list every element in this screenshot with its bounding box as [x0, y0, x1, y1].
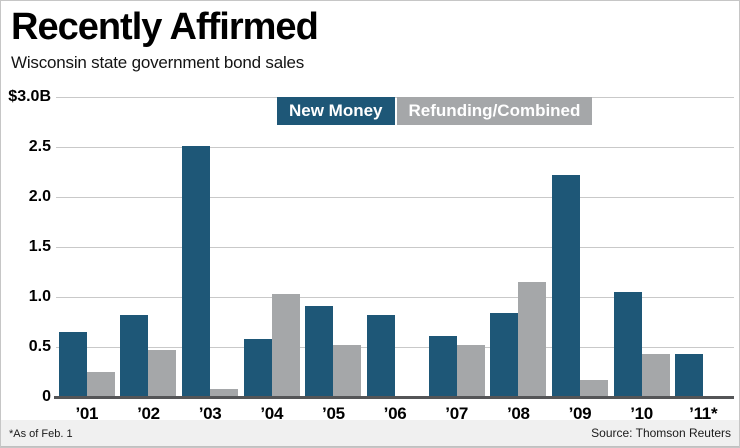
x-tick-label: ’07 — [445, 404, 469, 423]
x-tick-label: ’05 — [322, 404, 345, 423]
gridline — [56, 146, 734, 148]
bar-group — [487, 282, 549, 397]
bar-group — [241, 294, 303, 397]
refunding-combined-bar — [641, 354, 670, 397]
gridline — [56, 296, 734, 298]
new-money-bar — [58, 332, 87, 397]
x-tick-label: ’04 — [260, 404, 284, 423]
chart-header: Recently Affirmed Wisconsin state govern… — [11, 3, 319, 73]
x-axis-line — [54, 396, 734, 399]
new-money-bar — [428, 336, 457, 397]
bar-group — [303, 306, 365, 397]
x-tick-label: ’06 — [383, 404, 407, 423]
new-money-bar — [490, 313, 519, 397]
y-tick-label: $3.0B — [8, 88, 51, 105]
refunding-combined-bar — [271, 294, 300, 397]
footnote: *As of Feb. 1 — [9, 428, 73, 440]
bar-group — [179, 146, 241, 397]
refunding-combined-bar — [148, 350, 177, 397]
refunding-combined-bar — [210, 389, 239, 397]
y-tick-label: 1.0 — [28, 288, 51, 305]
chart-subtitle: Wisconsin state government bond sales — [11, 53, 305, 72]
refunding-combined-bar — [456, 345, 485, 397]
x-axis-labels: ’01 ’02 ’03 ’04 ’05 ’06 ’07 ’08 ’09 ’10 ’11* — [56, 400, 734, 424]
gridline — [56, 196, 734, 198]
new-money-bar — [367, 315, 396, 397]
y-tick-label: 1.5 — [28, 238, 51, 255]
source-credit: Source: Thomson Reuters — [591, 426, 731, 440]
x-tick-label: ’08 — [506, 404, 530, 423]
x-tick-label: ’09 — [568, 404, 592, 423]
x-tick-label: ’01 — [75, 404, 99, 423]
y-tick-label: 2.5 — [28, 138, 51, 155]
y-tick-label: 2.0 — [28, 188, 51, 205]
page-title: Recently Affirmed — [11, 6, 319, 48]
refunding-combined-bar — [333, 345, 362, 397]
y-tick-label: 0 — [42, 388, 51, 405]
x-tick-label: ’03 — [198, 404, 222, 423]
bar-group — [118, 315, 180, 397]
plot-area: New Money Refunding/Combined ’01’02’03’0… — [8, 88, 734, 423]
bar-group — [611, 292, 673, 397]
new-money-bar — [613, 292, 642, 397]
refunding-combined-bar — [518, 282, 547, 397]
refunding-combined-bar — [579, 380, 608, 397]
new-money-bar — [120, 315, 149, 397]
x-tick-label: ’11* — [689, 404, 718, 423]
legend-refunding-combined: Refunding/Combined — [396, 97, 593, 125]
bar-group — [672, 354, 734, 397]
x-tick-label: ’10 — [630, 404, 653, 423]
legend-new-money: New Money — [277, 97, 395, 125]
bar-group — [426, 336, 488, 397]
y-tick-label: 0.5 — [28, 338, 51, 355]
new-money-bar — [243, 339, 272, 397]
x-tick-label: ’02 — [137, 404, 160, 423]
gridline — [56, 96, 734, 98]
gridline — [56, 246, 734, 248]
bar-group — [364, 315, 426, 397]
bar-group — [549, 175, 611, 397]
new-money-bar — [305, 306, 334, 397]
new-money-bar — [182, 146, 211, 397]
footer-band — [1, 420, 739, 447]
new-money-bar — [675, 354, 704, 397]
new-money-bar — [551, 175, 580, 397]
refunding-combined-bar — [86, 372, 115, 397]
chart-legend: New Money Refunding/Combined — [277, 97, 593, 125]
bars-area — [56, 97, 734, 397]
bar-group — [56, 332, 118, 397]
